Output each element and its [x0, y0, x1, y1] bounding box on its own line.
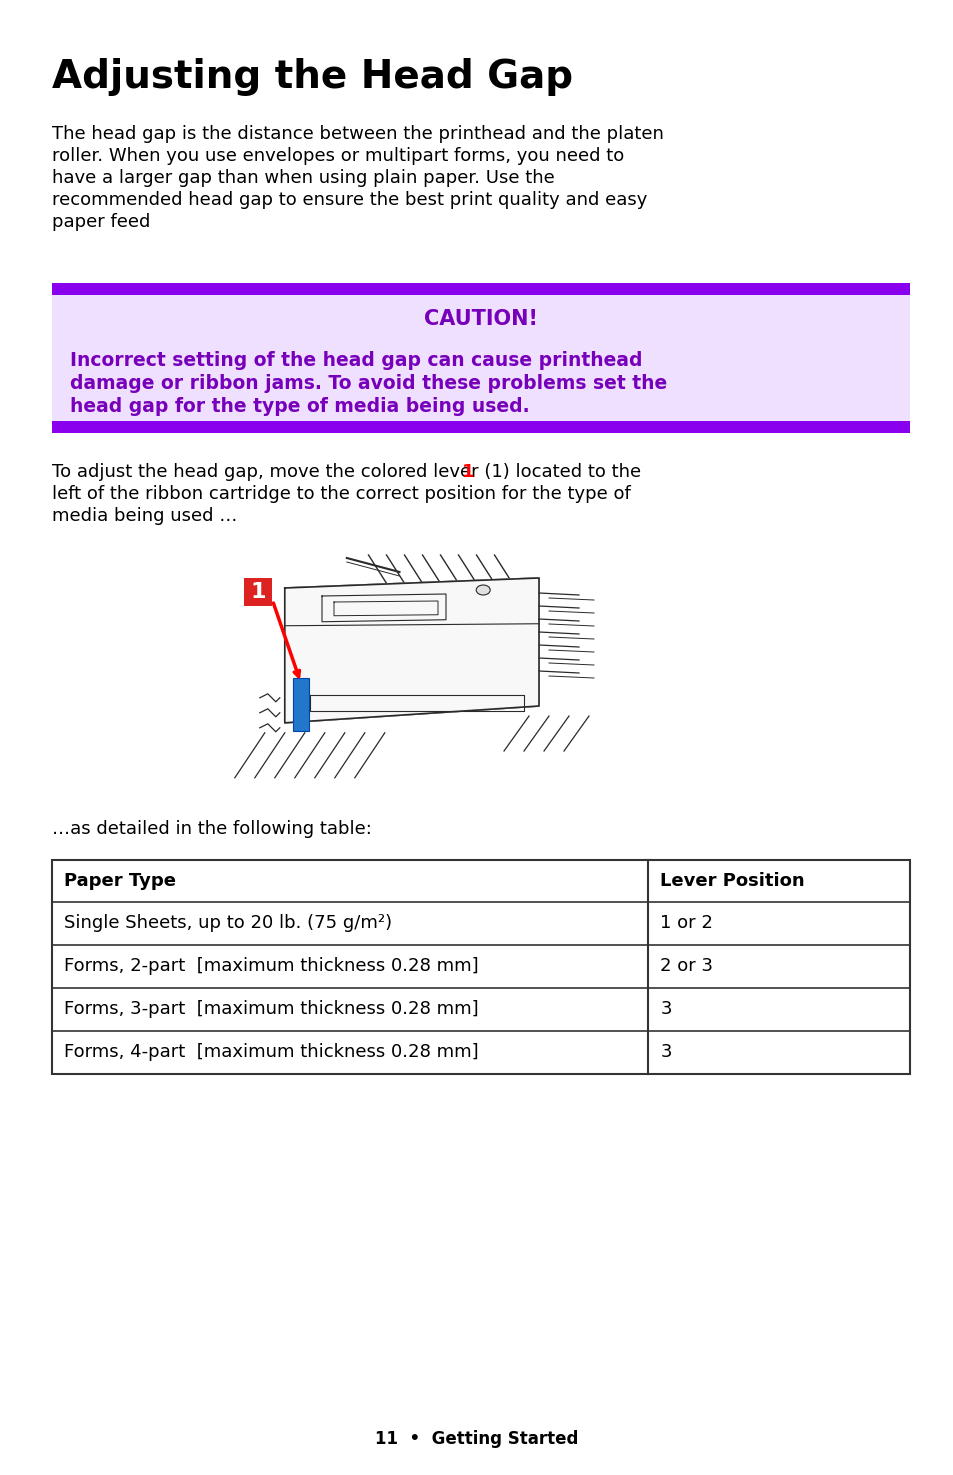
- Text: 1 or 2: 1 or 2: [659, 914, 713, 932]
- Bar: [244, 578, 273, 606]
- Text: Single Sheets, up to 20 lb. (75 g/m²): Single Sheets, up to 20 lb. (75 g/m²): [64, 914, 392, 932]
- Text: Paper Type: Paper Type: [64, 872, 175, 889]
- Text: Adjusting the Head Gap: Adjusting the Head Gap: [52, 58, 573, 96]
- Text: paper feed: paper feed: [52, 212, 151, 232]
- Bar: [52, 283, 909, 295]
- Bar: [293, 678, 309, 730]
- Ellipse shape: [476, 586, 490, 594]
- Text: Forms, 2-part  [maximum thickness 0.28 mm]: Forms, 2-part [maximum thickness 0.28 mm…: [64, 957, 478, 975]
- Text: roller. When you use envelopes or multipart forms, you need to: roller. When you use envelopes or multip…: [52, 148, 623, 165]
- Text: media being used …: media being used …: [52, 507, 237, 525]
- Text: 1: 1: [461, 463, 474, 481]
- Text: Lever Position: Lever Position: [659, 872, 804, 889]
- Text: have a larger gap than when using plain paper. Use the: have a larger gap than when using plain …: [52, 170, 554, 187]
- Text: …as detailed in the following table:: …as detailed in the following table:: [52, 820, 372, 838]
- Text: 1: 1: [251, 583, 266, 602]
- Bar: [52, 420, 909, 434]
- Text: recommended head gap to ensure the best print quality and easy: recommended head gap to ensure the best …: [52, 190, 647, 209]
- Text: 2 or 3: 2 or 3: [659, 957, 713, 975]
- Text: Forms, 3-part  [maximum thickness 0.28 mm]: Forms, 3-part [maximum thickness 0.28 mm…: [64, 1000, 478, 1018]
- Text: 3: 3: [659, 1043, 671, 1061]
- Text: The head gap is the distance between the printhead and the platen: The head gap is the distance between the…: [52, 125, 663, 143]
- Text: head gap for the type of media being used.: head gap for the type of media being use…: [70, 397, 529, 416]
- Text: CAUTION!: CAUTION!: [424, 308, 537, 329]
- Bar: [52, 295, 909, 420]
- Polygon shape: [285, 578, 538, 723]
- Bar: [460, 442, 475, 465]
- Text: Incorrect setting of the head gap can cause printhead: Incorrect setting of the head gap can ca…: [70, 351, 641, 370]
- Text: damage or ribbon jams. To avoid these problems set the: damage or ribbon jams. To avoid these pr…: [70, 375, 666, 392]
- Text: Forms, 4-part  [maximum thickness 0.28 mm]: Forms, 4-part [maximum thickness 0.28 mm…: [64, 1043, 478, 1061]
- Text: 11  •  Getting Started: 11 • Getting Started: [375, 1429, 578, 1448]
- Text: To adjust the head gap, move the colored lever (1) located to the: To adjust the head gap, move the colored…: [52, 463, 640, 481]
- Text: left of the ribbon cartridge to the correct position for the type of: left of the ribbon cartridge to the corr…: [52, 485, 630, 503]
- Text: 3: 3: [659, 1000, 671, 1018]
- Bar: [52, 860, 909, 1074]
